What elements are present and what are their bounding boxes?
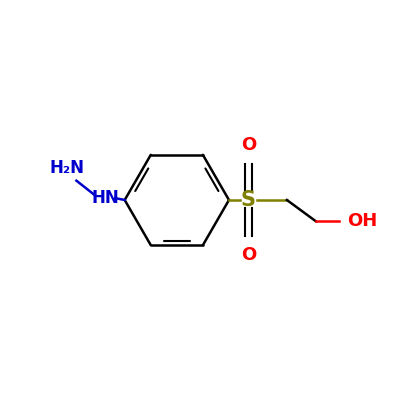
Text: S: S [241, 190, 256, 210]
Text: H₂N: H₂N [49, 159, 84, 177]
Text: O: O [241, 136, 256, 154]
Text: HN: HN [92, 189, 119, 207]
Text: OH: OH [347, 212, 377, 230]
Text: O: O [241, 246, 256, 264]
